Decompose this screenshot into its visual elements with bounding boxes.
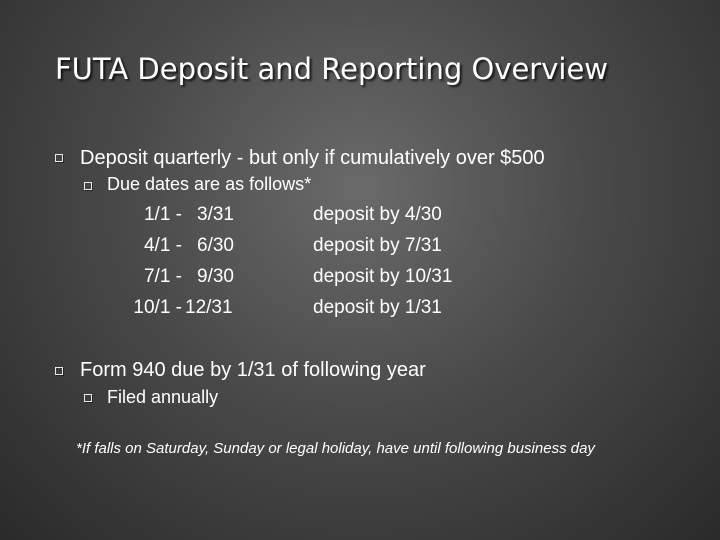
footnote: *If falls on Saturday, Sunday or legal h… — [76, 440, 595, 457]
bullet-deposit-quarterly: Deposit quarterly - but only if cumulati… — [80, 147, 545, 169]
slide-title: FUTA Deposit and Reporting Overview — [55, 52, 609, 86]
square-bullet-icon — [55, 154, 63, 162]
period-start: 1/1 - — [143, 204, 182, 225]
bullet-filed-annually: Filed annually — [107, 387, 219, 407]
period-end: 6/30 — [197, 235, 234, 256]
square-bullet-icon — [84, 394, 92, 402]
period-start: 10/1 - — [133, 297, 182, 318]
deposit-date: deposit by 1/31 — [313, 297, 442, 318]
square-bullet-icon — [55, 367, 63, 375]
deposit-date: deposit by 7/31 — [313, 235, 442, 256]
deposit-date: deposit by 10/31 — [313, 266, 453, 287]
bullet-due-dates: Due dates are as follows* — [107, 174, 312, 194]
bullet-form-940: Form 940 due by 1/31 of following year — [80, 359, 426, 381]
period-end: 3/31 — [197, 204, 234, 225]
square-bullet-icon — [84, 182, 92, 190]
period-end: 9/30 — [197, 266, 234, 287]
deposit-date: deposit by 4/30 — [313, 204, 442, 225]
period-start: 7/1 - — [143, 266, 182, 287]
period-start: 4/1 - — [143, 235, 182, 256]
period-end: 12/31 — [185, 297, 233, 318]
